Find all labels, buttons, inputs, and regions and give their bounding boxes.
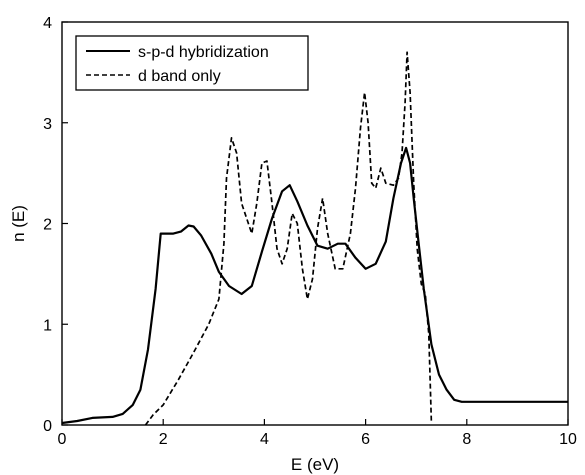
x-tick-label: 0 [58,431,67,448]
y-axis-label: n (E) [9,205,28,242]
x-tick-label: 4 [260,431,269,448]
x-tick-label: 6 [361,431,370,448]
y-tick-label: 3 [43,116,52,133]
legend-label-dashed: d band only [138,68,221,85]
legend-label-solid: s-p-d hybridization [138,44,269,61]
y-tick-label: 0 [43,418,52,435]
series-line-d-band-only [144,51,433,426]
x-axis-label: E (eV) [291,455,339,474]
y-tick-label: 4 [43,15,52,32]
series-line-s-p-d-hybridization [61,146,568,425]
y-tick-label: 2 [43,217,52,234]
x-tick-label: 2 [159,431,168,448]
legend: s-p-d hybridization d band only [75,35,309,91]
x-tick-label: 8 [462,431,471,448]
axis-ticks: 0 2 4 6 8 10 0 1 2 3 4 [43,15,577,448]
plot-area [61,51,568,426]
x-tick-label: 10 [559,431,577,448]
y-tick-label: 1 [43,317,52,334]
legend-box [75,35,309,91]
